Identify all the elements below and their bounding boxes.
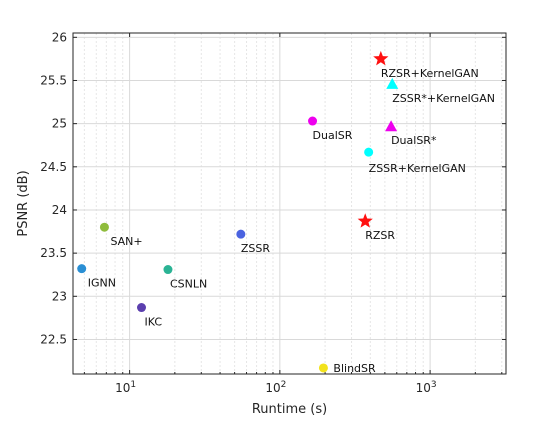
point-blindsr [318,363,328,373]
y-tick-label: 23 [52,289,67,303]
label-san: SAN+ [110,235,142,248]
point-labels: IGNN SAN+ IKC CSNLN ZSSR DualSR BlindSR ZSSR+Ke… [88,67,495,375]
label-ignn: IGNN [88,277,116,290]
y-tick-label: 25.5 [40,73,67,87]
point-csnln [163,265,173,275]
data-points [77,50,399,373]
label-zssr-kernelgan: ZSSR*+KernelGAN [392,92,495,105]
point-rzsr-kernelgan [373,50,389,66]
y-tick-label: 24 [52,203,67,217]
label-csnln: CSNLN [170,278,207,291]
plot-frame [72,32,507,375]
x-tick-label: 101 [115,380,136,395]
label-blindsr: BlindSR [333,362,376,375]
point-san [99,222,109,232]
point-zssr [236,229,246,239]
y-axis-title: PSNR (dB) [16,170,31,236]
point-rzsr [357,213,373,228]
y-tick-label: 25 [52,117,67,131]
label-dualsr: DualSR* [391,134,437,147]
label-ikc: IKC [145,316,163,329]
label-dualsr: DualSR [313,129,353,142]
axes: 22.5 23 23.5 24 24.5 25 25.5 26 101 102 103 [40,30,507,395]
point-dualsr [308,116,318,126]
point-ignn [77,264,87,274]
point-dualsr [385,120,398,132]
label-zssr: ZSSR [241,242,271,255]
label-zssr-kernelgan: ZSSR+KernelGAN [369,162,466,175]
x-tick-label: 102 [265,380,286,395]
y-tick-label: 22.5 [40,332,67,346]
point-zssr-kernelgan [364,147,374,157]
grid [73,33,506,374]
label-rzsr: RZSR [365,229,395,242]
point-ikc [137,303,147,313]
x-axis-title: Runtime (s) [252,402,327,417]
point-zssr-kernelgan [386,77,399,89]
y-tick-label: 23.5 [40,246,67,260]
y-tick-label: 24.5 [40,160,67,174]
y-tick-label: 26 [52,30,67,44]
x-tick-label: 103 [416,380,437,395]
label-rzsr-kernelgan: RZSR+KernelGAN [381,67,479,80]
